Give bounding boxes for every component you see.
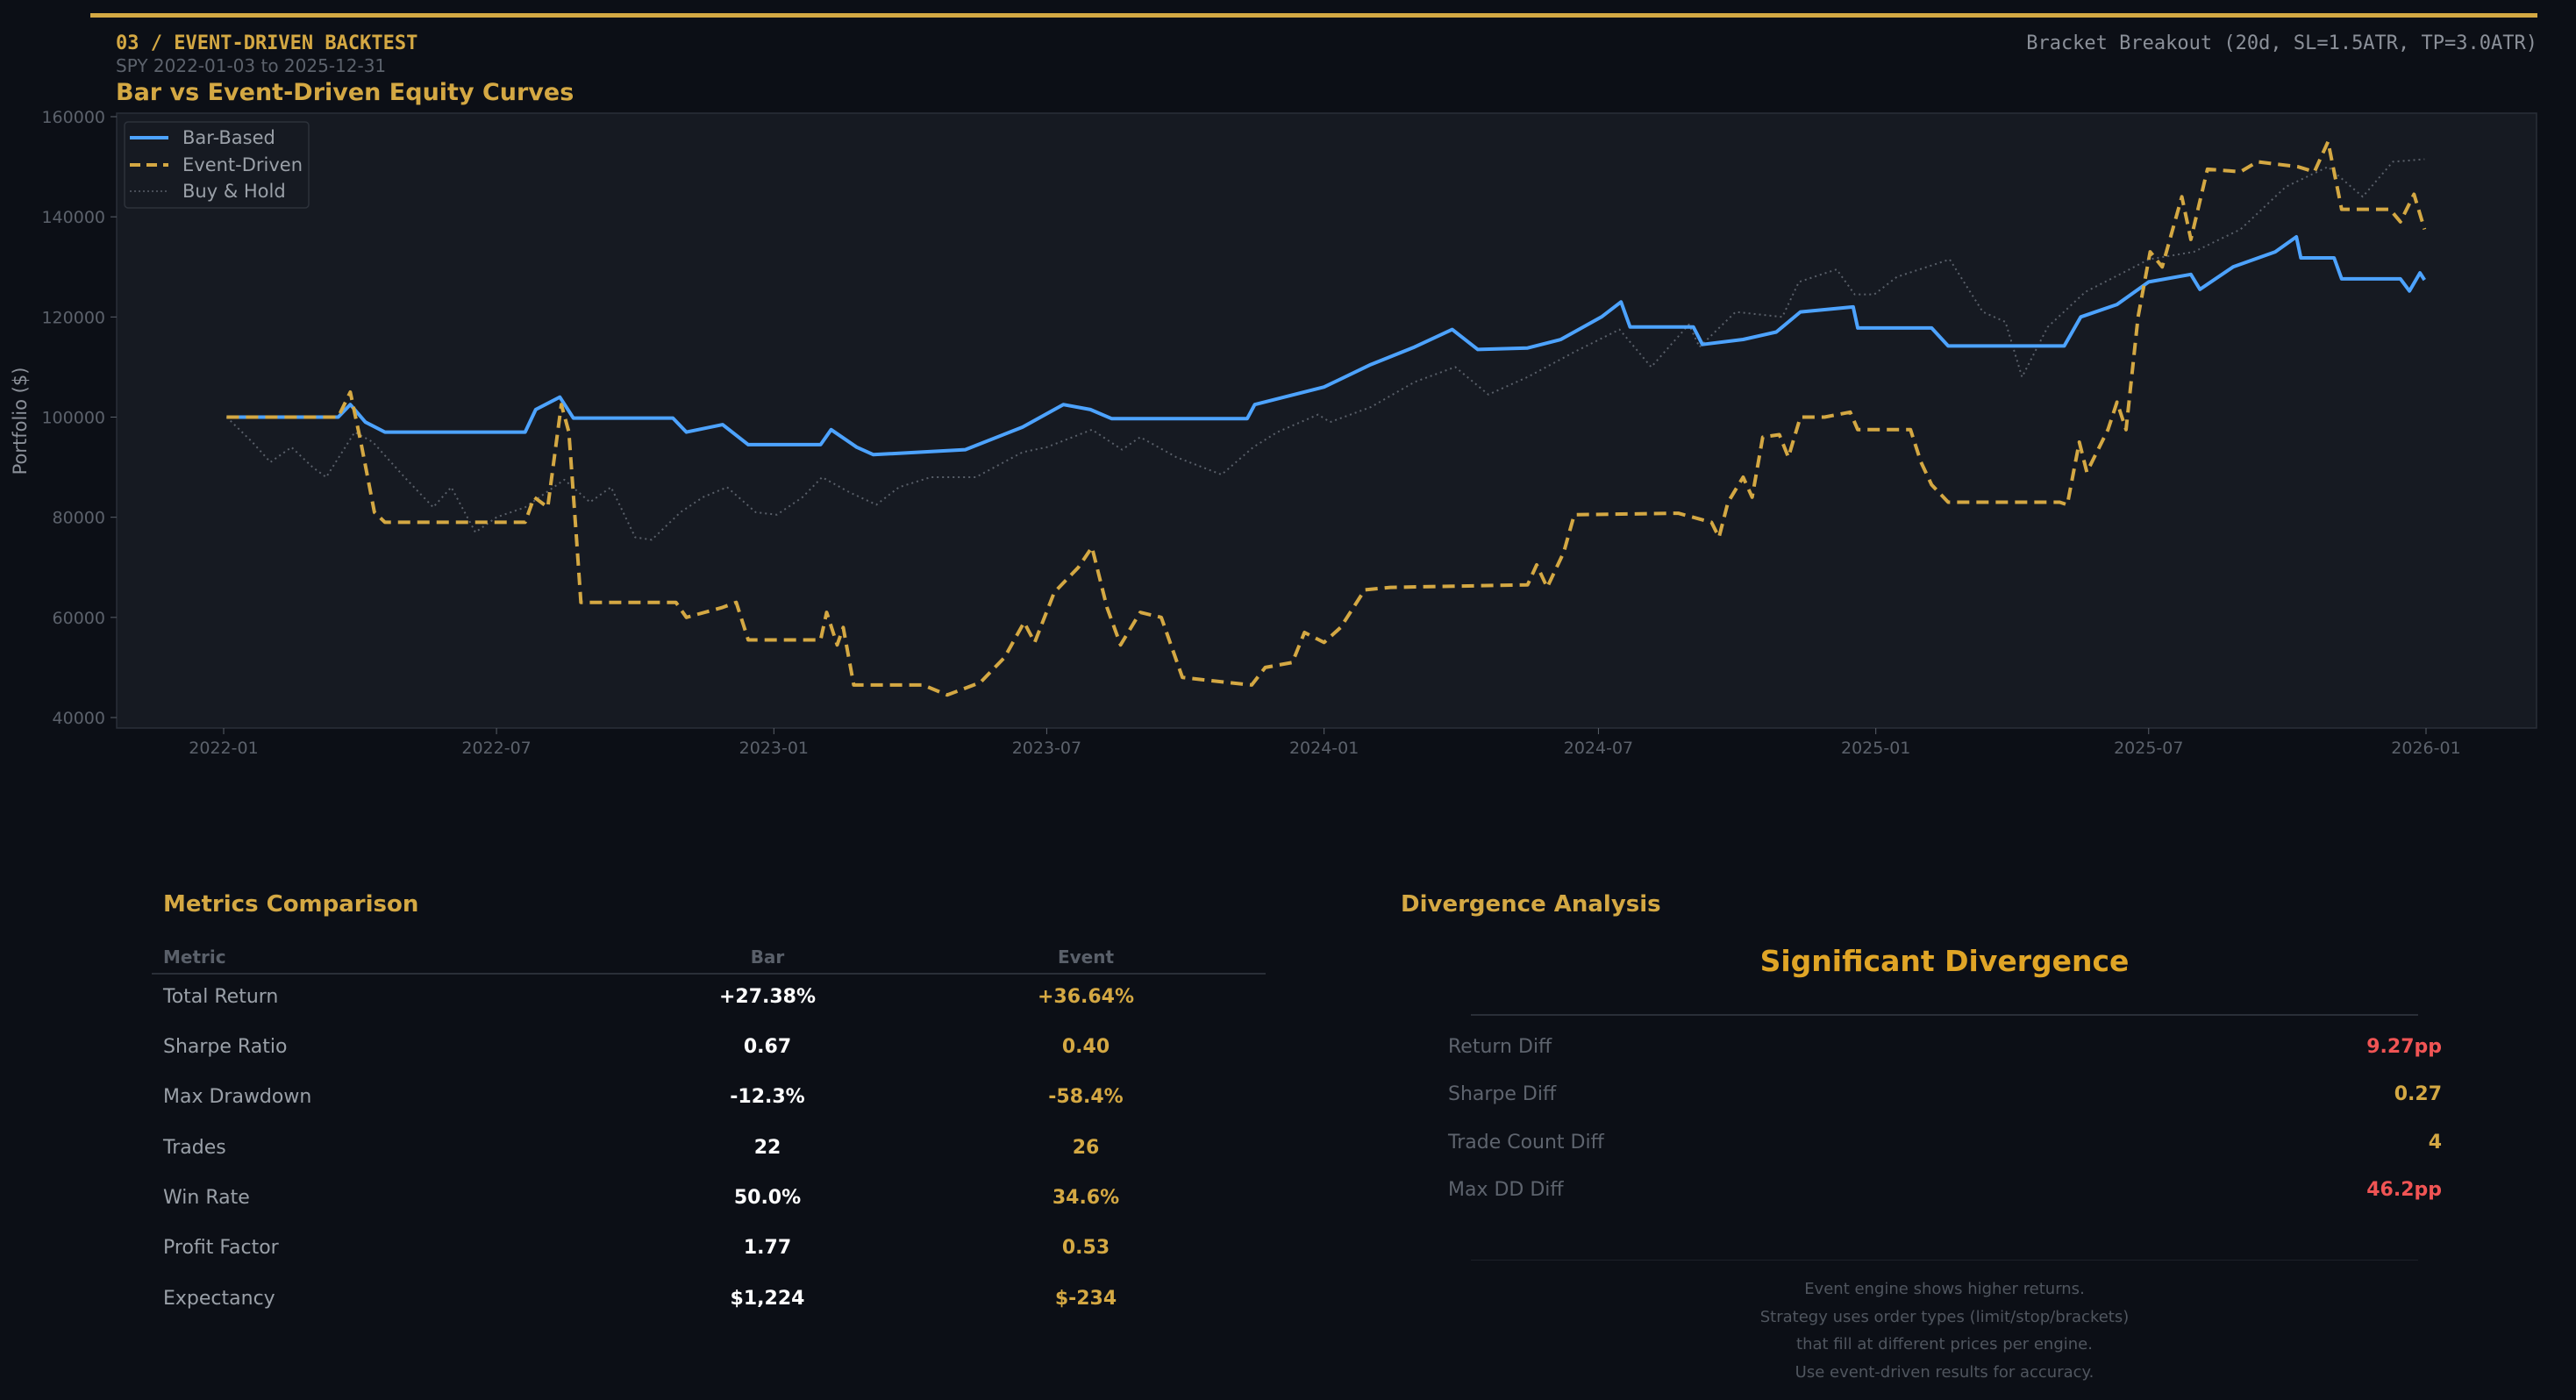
metric-event-value: 34.6% bbox=[1052, 1187, 1120, 1209]
chart-title: Bar vs Event-Driven Equity Curves bbox=[116, 79, 574, 106]
divergence-label: Trade Count Diff bbox=[1448, 1132, 1604, 1154]
x-tick-label: 2023-07 bbox=[1012, 739, 1081, 758]
metric-event-value: -58.4% bbox=[1048, 1086, 1124, 1108]
metric-event-value: 26 bbox=[1072, 1137, 1100, 1159]
y-tick-label: 80000 bbox=[53, 509, 105, 528]
metric-label: Expectancy bbox=[163, 1288, 275, 1310]
note-line: Event engine shows higher returns. bbox=[1804, 1280, 2085, 1298]
section-kicker: 03 / EVENT-DRIVEN BACKTEST bbox=[116, 32, 418, 54]
date-range-subtitle: SPY 2022-01-03 to 2025-12-31 bbox=[116, 55, 387, 76]
x-tick-label: 2024-07 bbox=[1564, 739, 1633, 758]
metrics-col-bar: Bar bbox=[750, 946, 785, 968]
metric-label: Trades bbox=[163, 1137, 226, 1159]
divergence-title: Divergence Analysis bbox=[1401, 891, 1661, 918]
y-tick-label: 100000 bbox=[41, 409, 105, 428]
metric-label: Win Rate bbox=[163, 1187, 250, 1209]
metrics-row: Win Rate 50.0% 34.6% bbox=[152, 1175, 1266, 1222]
metric-label: Profit Factor bbox=[163, 1237, 279, 1259]
metrics-row: Profit Factor 1.77 0.53 bbox=[152, 1225, 1266, 1272]
metrics-title: Metrics Comparison bbox=[163, 891, 419, 918]
divergence-verdict: Significant Divergence bbox=[1759, 944, 2130, 978]
divergence-value: 4 bbox=[2428, 1132, 2442, 1154]
series-line-buy-hold bbox=[225, 158, 2425, 541]
metric-event-value: $-234 bbox=[1054, 1288, 1117, 1310]
metric-event-value: +36.64% bbox=[1037, 986, 1135, 1008]
y-axis-label: Portfolio ($) bbox=[10, 368, 31, 475]
metrics-header-divider bbox=[152, 973, 1266, 975]
accent-bar bbox=[90, 13, 2537, 18]
divergence-value: 0.27 bbox=[2394, 1083, 2442, 1105]
metrics-row: Total Return +27.38% +36.64% bbox=[152, 974, 1266, 1021]
divergence-row: Max DD Diff 46.2pp bbox=[1448, 1179, 2442, 1205]
note-line: that fill at different prices per engine… bbox=[1796, 1335, 2093, 1354]
y-tick-label: 160000 bbox=[41, 108, 105, 127]
note-line: Use event-driven results for accuracy. bbox=[1795, 1362, 2094, 1382]
metric-label: Total Return bbox=[163, 986, 279, 1008]
metric-event-value: 0.53 bbox=[1061, 1237, 1110, 1259]
metric-event-value: 0.40 bbox=[1061, 1036, 1110, 1058]
x-tick-label: 2023-01 bbox=[739, 739, 809, 758]
divergence-value: 9.27pp bbox=[2366, 1036, 2442, 1058]
divergence-row: Trade Count Diff 4 bbox=[1448, 1132, 2442, 1158]
divergence-label: Sharpe Diff bbox=[1448, 1083, 1557, 1105]
divergence-row: Return Diff 9.27pp bbox=[1448, 1036, 2442, 1062]
legend: Bar-Based Event-Driven Buy & Hold bbox=[124, 121, 310, 209]
note-line: Strategy uses order types (limit/stop/br… bbox=[1759, 1307, 2130, 1326]
legend-bar-label: Bar-Based bbox=[182, 127, 275, 148]
metric-bar-value: 0.67 bbox=[743, 1036, 792, 1058]
notes-divider bbox=[1471, 1260, 2418, 1261]
x-tick-label: 2025-01 bbox=[1841, 739, 1910, 758]
divergence-row: Sharpe Diff 0.27 bbox=[1448, 1083, 2442, 1110]
legend-event-label: Event-Driven bbox=[182, 154, 303, 175]
x-tick-label: 2022-01 bbox=[189, 739, 258, 758]
divergence-divider bbox=[1471, 1014, 2418, 1016]
x-tick-label: 2025-07 bbox=[2114, 739, 2183, 758]
series-line-event-driven bbox=[226, 139, 2427, 697]
metric-bar-value: +27.38% bbox=[718, 986, 817, 1008]
x-tick-label: 2024-01 bbox=[1289, 739, 1359, 758]
series-line-bar-based bbox=[226, 235, 2426, 457]
x-tick-label: 2022-07 bbox=[461, 739, 531, 758]
metrics-row: Trades 22 26 bbox=[152, 1125, 1266, 1172]
y-tick-label: 120000 bbox=[41, 308, 105, 327]
divergence-label: Return Diff bbox=[1448, 1036, 1552, 1058]
metrics-col-metric: Metric bbox=[163, 946, 226, 968]
metric-bar-value: 1.77 bbox=[743, 1237, 792, 1259]
metrics-col-event: Event bbox=[1057, 946, 1115, 968]
legend-buyhold-label: Buy & Hold bbox=[182, 181, 286, 202]
metric-label: Sharpe Ratio bbox=[163, 1036, 288, 1058]
metric-bar-value: -12.3% bbox=[730, 1086, 805, 1108]
y-tick-label: 60000 bbox=[53, 609, 105, 628]
y-tick-label: 40000 bbox=[53, 709, 105, 728]
x-tick-label: 2026-01 bbox=[2391, 739, 2460, 758]
metrics-row: Sharpe Ratio 0.67 0.40 bbox=[152, 1024, 1266, 1071]
metrics-row: Expectancy $1,224 $-234 bbox=[152, 1275, 1266, 1323]
metrics-row: Max Drawdown -12.3% -58.4% bbox=[152, 1074, 1266, 1121]
metric-bar-value: $1,224 bbox=[730, 1288, 805, 1310]
metric-bar-value: 50.0% bbox=[733, 1187, 802, 1209]
y-tick-label: 140000 bbox=[41, 208, 105, 227]
metric-bar-value: 22 bbox=[753, 1137, 781, 1159]
strategy-label: Bracket Breakout (20d, SL=1.5ATR, TP=3.0… bbox=[2026, 32, 2537, 54]
divergence-value: 46.2pp bbox=[2366, 1179, 2442, 1201]
metric-label: Max Drawdown bbox=[163, 1086, 312, 1108]
equity-chart: 400006000080000100000120000140000160000 … bbox=[10, 108, 2537, 758]
divergence-label: Max DD Diff bbox=[1448, 1179, 1564, 1201]
